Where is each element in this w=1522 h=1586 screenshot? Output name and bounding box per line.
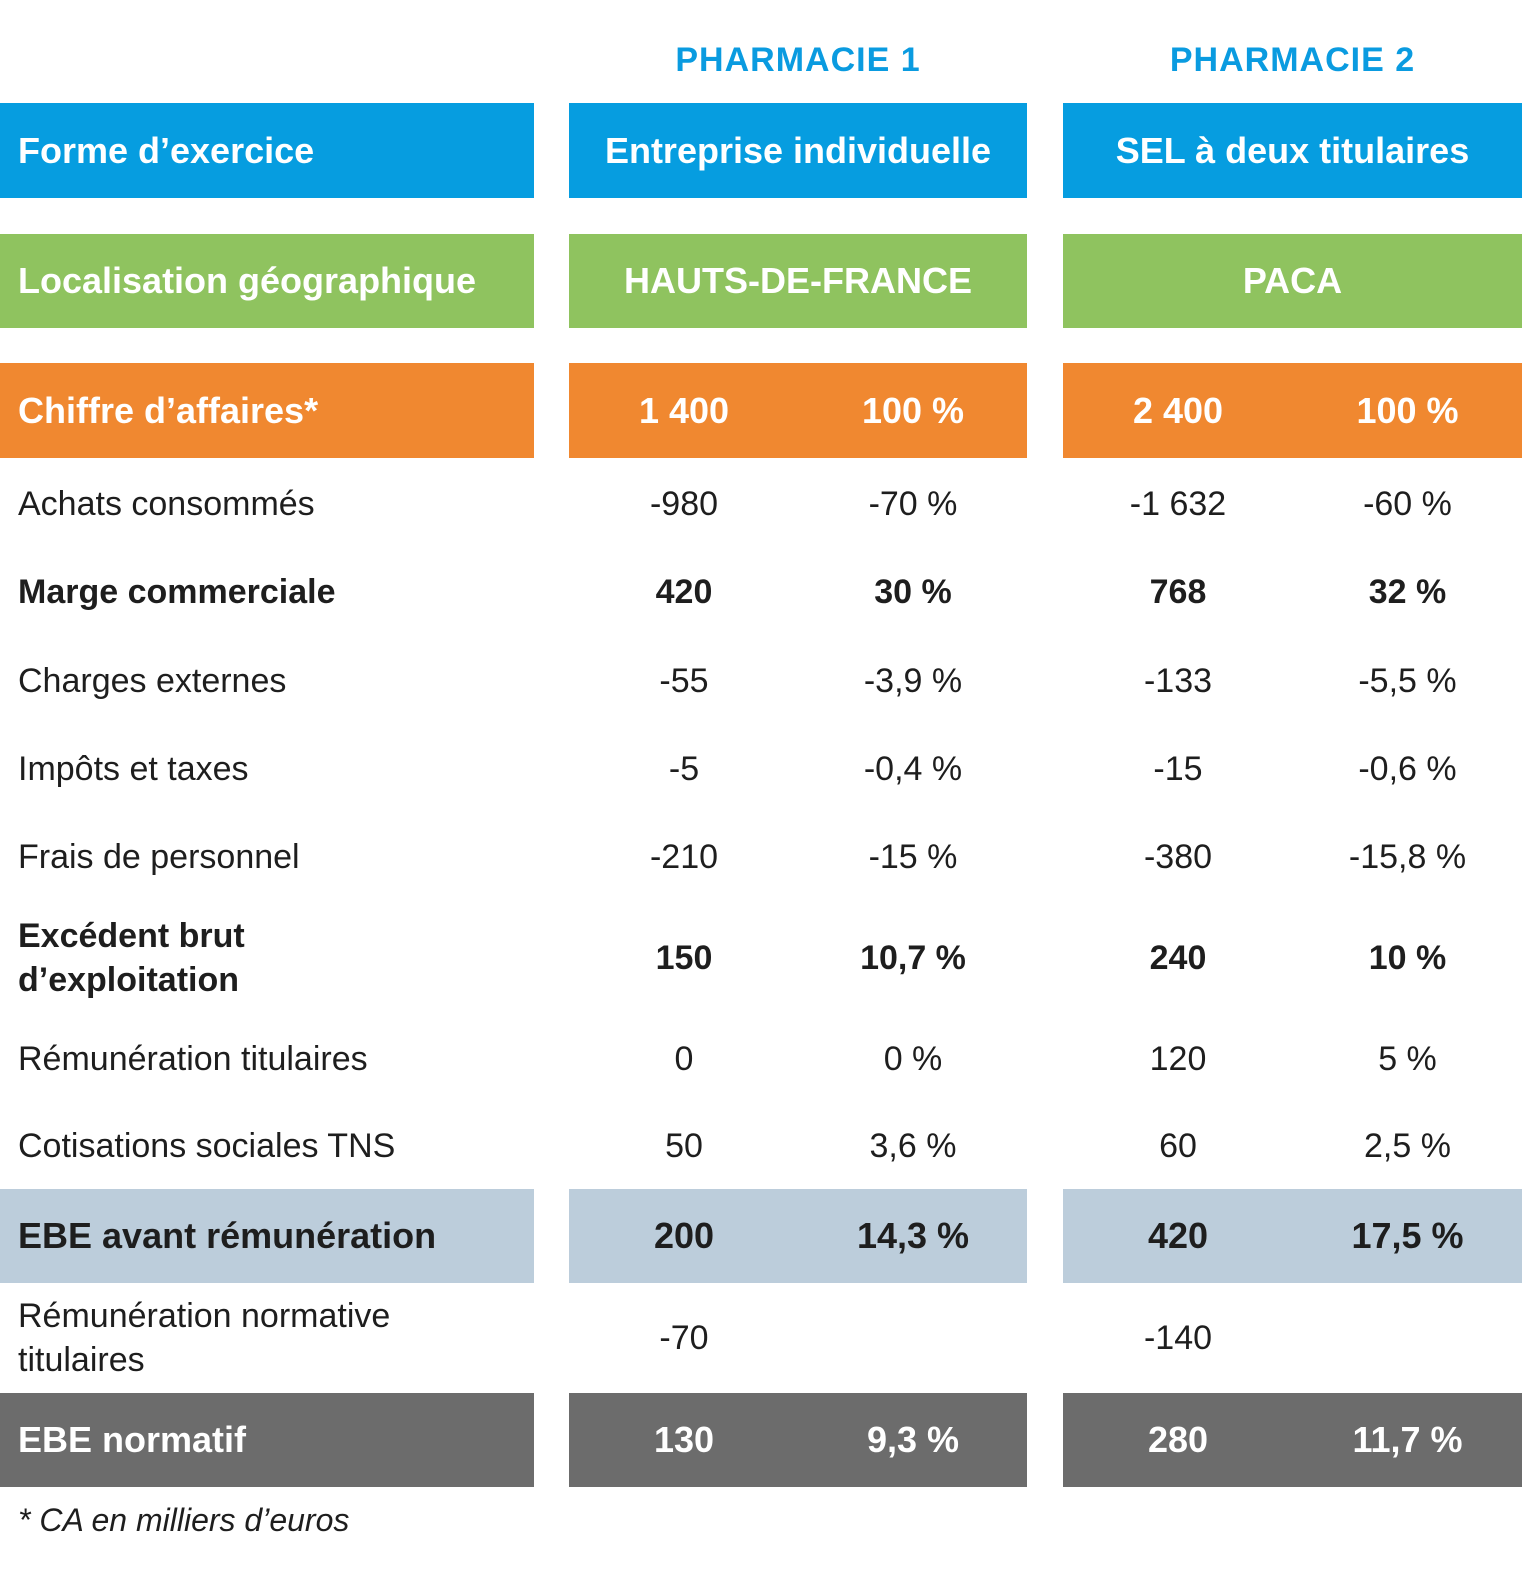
- row-label-impots: Impôts et taxes: [18, 749, 249, 788]
- row-label-ebe-line2: d’exploitation: [18, 961, 239, 999]
- ebe-normatif-p2-pct: 11,7 %: [1352, 1419, 1463, 1460]
- ebe-avant-p1-pct: 14,3 %: [856, 1215, 970, 1256]
- ebe-normatif-p1-pct: 9,3 %: [866, 1419, 960, 1460]
- chiffre-affaires-label: Chiffre d’affaires*: [0, 363, 534, 458]
- chiffre-p1-pct: 100 %: [861, 389, 965, 431]
- row-remuneration-p1-pct: 0 %: [883, 1039, 943, 1078]
- row-cotisations-p2-pct: 2,5 %: [1364, 1126, 1451, 1165]
- row-frais-p1-value: -210: [649, 837, 719, 876]
- localisation-label: Localisation géographique: [0, 234, 534, 328]
- row-marge-p2-pct: 32 %: [1368, 573, 1447, 611]
- forme-pharmacie-2: SEL à deux titulaires: [1063, 103, 1522, 198]
- ebe-normatif-band-p2: [1063, 1393, 1522, 1487]
- forme-pharmacie-1: Entreprise individuelle: [569, 103, 1027, 198]
- row-label-ebe: Excédent brut d’exploitation: [0, 901, 534, 1015]
- remuneration-normative-p1-value: -70: [659, 1318, 709, 1357]
- ebe-avant-p2-value: 420: [1147, 1215, 1209, 1256]
- row-charges-p1-value: -55: [659, 661, 709, 700]
- row-achats-p2-pct: -60 %: [1363, 484, 1452, 523]
- chiffre-p2-pct: 100 %: [1356, 389, 1459, 431]
- ebe-avant-p1-value: 200: [653, 1215, 715, 1256]
- row-ebe-p2-value: 240: [1149, 938, 1207, 977]
- chiffre-p1-value: 1 400: [638, 389, 730, 431]
- row-frais-p2-value: -380: [1143, 837, 1213, 876]
- row-cotisations-p1-value: 50: [665, 1126, 703, 1165]
- localisation-pharmacie-2: PACA: [1063, 234, 1522, 328]
- row-marge-p1-value: 420: [655, 573, 713, 611]
- forme-label: Forme d’exercice: [0, 103, 534, 198]
- chiffre-p2-value: 2 400: [1132, 389, 1224, 431]
- row-achats-p2-value: -1 632: [1129, 484, 1227, 523]
- localisation-pharmacie-1: HAUTS-DE-FRANCE: [569, 234, 1027, 328]
- row-charges-p1-pct: -3,9 %: [863, 661, 963, 700]
- row-achats-p1-value: -980: [649, 484, 719, 523]
- chiffre-affaires-band-p2: [1063, 363, 1522, 458]
- row-ebe-p1-pct: 10,7 %: [860, 938, 966, 977]
- row-marge-p2-value: 768: [1149, 573, 1207, 611]
- row-label-cotisations: Cotisations sociales TNS: [18, 1126, 396, 1165]
- row-remuneration-p1-value: 0: [674, 1039, 694, 1078]
- ebe-avant-label: EBE avant rémunération: [0, 1189, 534, 1283]
- remuneration-normative-p2-value: -140: [1143, 1318, 1213, 1357]
- ebe-avant-band-p1: [569, 1189, 1027, 1283]
- row-impots-p2-value: -15: [1153, 749, 1203, 788]
- row-label-marge: Marge commerciale: [18, 573, 336, 612]
- row-label-remuneration-normative: Rémunération normative titulaires: [0, 1283, 534, 1393]
- ebe-normatif-band-p1: [569, 1393, 1027, 1487]
- row-label-ebe-line1: Excédent brut: [18, 916, 245, 955]
- row-remuneration-p2-pct: 5 %: [1378, 1039, 1437, 1078]
- column-header-pharmacie-1: PHARMACIE 1: [675, 40, 921, 79]
- row-charges-p2-value: -133: [1143, 661, 1213, 700]
- row-remuneration-p2-value: 120: [1149, 1039, 1207, 1078]
- remuneration-normative-line2: titulaires: [18, 1341, 145, 1379]
- ebe-avant-band-p2: [1063, 1189, 1522, 1283]
- ebe-normatif-p1-value: 130: [653, 1419, 715, 1460]
- row-impots-p2-pct: -0,6 %: [1358, 749, 1457, 788]
- row-ebe-p2-pct: 10 %: [1368, 938, 1447, 977]
- row-impots-p1-value: -5: [668, 749, 700, 788]
- ebe-avant-p2-pct: 17,5 %: [1351, 1215, 1464, 1256]
- row-frais-p1-pct: -15 %: [868, 837, 958, 876]
- row-cotisations-p1-pct: 3,6 %: [869, 1126, 957, 1165]
- ebe-normatif-label: EBE normatif: [0, 1393, 534, 1487]
- remuneration-normative-line1: Rémunération normative: [18, 1296, 391, 1335]
- ebe-normatif-p2-value: 280: [1147, 1419, 1209, 1460]
- column-header-pharmacie-2: PHARMACIE 2: [1169, 40, 1416, 79]
- chiffre-affaires-band-p1: [569, 363, 1027, 458]
- row-cotisations-p2-value: 60: [1159, 1126, 1197, 1165]
- row-frais-p2-pct: -15,8 %: [1348, 837, 1467, 876]
- row-ebe-p1-value: 150: [655, 938, 713, 977]
- row-marge-p1-pct: 30 %: [874, 573, 952, 611]
- row-label-frais-personnel: Frais de personnel: [18, 837, 300, 876]
- row-label-remuneration: Rémunération titulaires: [18, 1039, 368, 1078]
- row-impots-p1-pct: -0,4 %: [863, 749, 963, 788]
- footnote: * CA en milliers d’euros: [18, 1501, 350, 1538]
- row-charges-p2-pct: -5,5 %: [1358, 661, 1457, 700]
- row-label-achats: Achats consommés: [18, 484, 315, 523]
- row-achats-p1-pct: -70 %: [868, 484, 958, 523]
- row-label-charges: Charges externes: [18, 661, 287, 700]
